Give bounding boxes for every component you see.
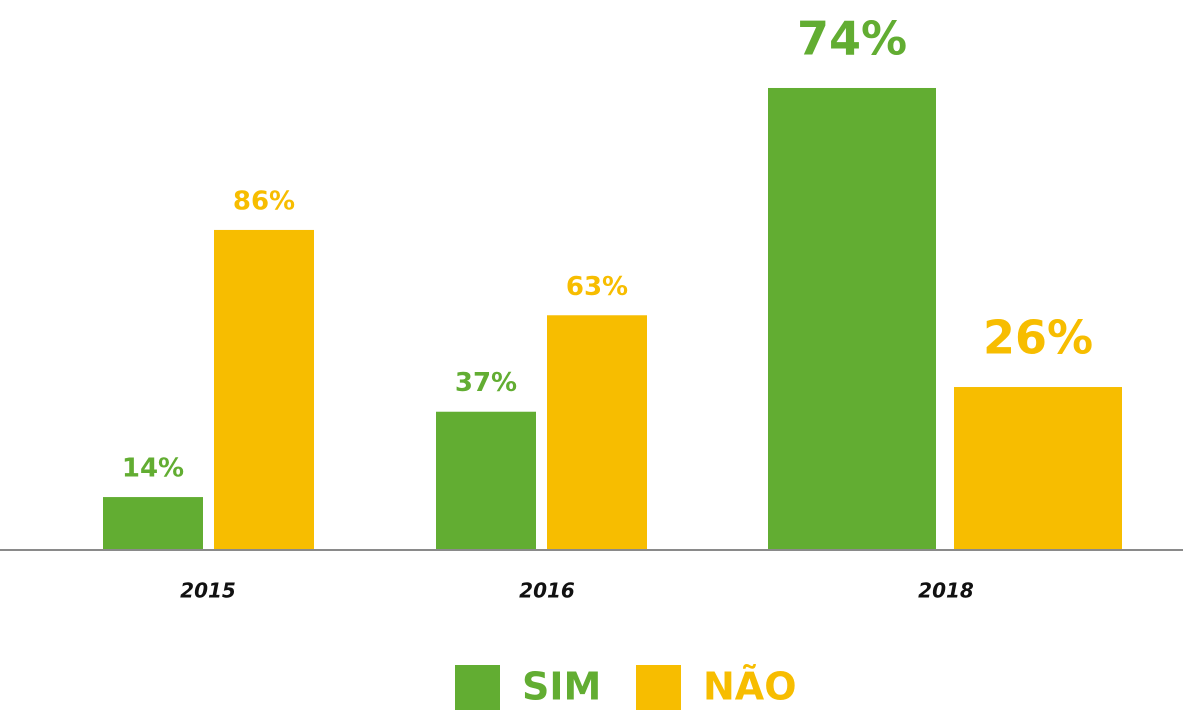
data-label: 26% (983, 311, 1093, 365)
data-label: 37% (455, 368, 517, 398)
data-label: 74% (797, 11, 907, 65)
bar (547, 315, 647, 549)
bar (103, 497, 203, 549)
data-label: 86% (233, 186, 295, 216)
legend-label: NÃO (703, 665, 797, 709)
x-tick-label: 2015 (180, 579, 236, 603)
legend-swatch (455, 665, 500, 710)
legend-swatch (636, 665, 681, 710)
data-label: 14% (122, 454, 184, 484)
bar (214, 229, 314, 549)
bar (768, 87, 936, 549)
legend-label: SIM (522, 665, 601, 709)
x-tick-label: 2018 (918, 579, 974, 603)
bar (436, 411, 536, 549)
x-tick-label: 2016 (519, 579, 575, 603)
bar (954, 387, 1122, 549)
data-label: 63% (566, 272, 628, 302)
